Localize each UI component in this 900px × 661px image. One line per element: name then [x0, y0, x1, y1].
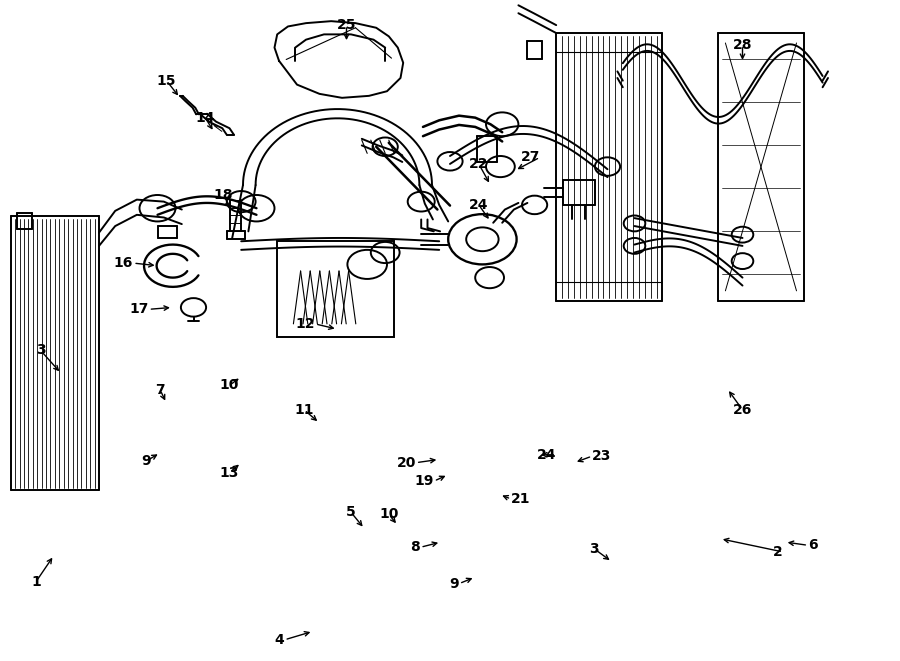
Text: 9: 9 [141, 454, 150, 469]
Bar [277, 241, 394, 337]
Text: 9: 9 [449, 576, 459, 591]
Text: 10: 10 [379, 507, 399, 522]
Text: 6: 6 [808, 538, 818, 553]
Text: 13: 13 [220, 465, 239, 480]
Text: 14: 14 [195, 110, 215, 125]
Text: 1: 1 [32, 574, 40, 589]
Text: 20: 20 [396, 455, 416, 470]
Text: 18: 18 [213, 188, 233, 202]
Text: 25: 25 [337, 18, 356, 32]
Text: 17: 17 [129, 302, 148, 317]
Text: 10: 10 [220, 378, 239, 393]
Text: 3: 3 [36, 343, 45, 358]
Text: 2: 2 [773, 545, 783, 559]
Text: 5: 5 [346, 505, 356, 520]
Text: 12: 12 [295, 317, 315, 331]
Text: 11: 11 [294, 403, 314, 417]
Text: 19: 19 [414, 474, 434, 488]
Text: 27: 27 [520, 150, 540, 165]
Text: 26: 26 [733, 403, 752, 417]
Text: 7: 7 [156, 383, 165, 397]
Text: 21: 21 [511, 492, 531, 506]
Text: 8: 8 [410, 540, 420, 555]
Text: 4: 4 [274, 633, 284, 647]
Text: 16: 16 [113, 256, 133, 270]
Text: 24: 24 [469, 198, 489, 212]
Text: 3: 3 [590, 541, 598, 556]
Text: 23: 23 [592, 449, 612, 463]
Text: 22: 22 [469, 157, 489, 171]
Text: 15: 15 [157, 73, 176, 88]
Text: 28: 28 [733, 38, 752, 52]
Text: 24: 24 [536, 447, 556, 462]
